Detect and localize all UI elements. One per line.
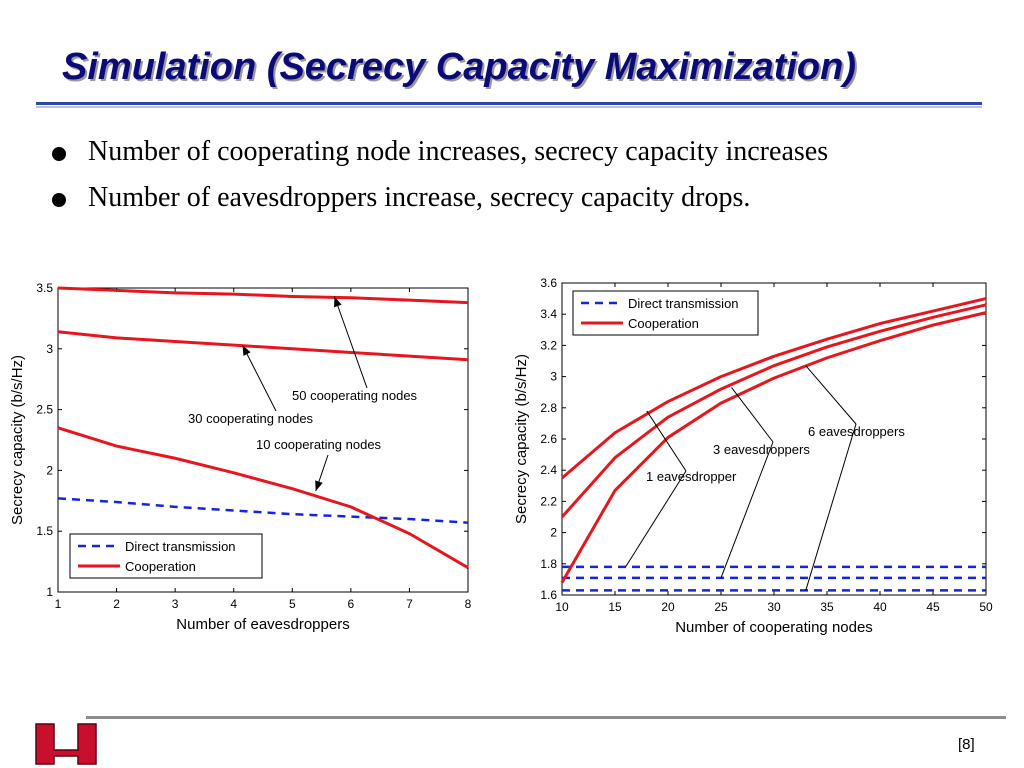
x-axis-label: Number of cooperating nodes: [675, 619, 873, 636]
university-logo-icon: UH: [35, 723, 97, 765]
x-tick-label: 3: [172, 597, 179, 611]
x-tick-label: 8: [465, 597, 472, 611]
y-tick-label: 1.6: [540, 588, 557, 602]
bullet-list: Number of cooperating node increases, se…: [50, 136, 828, 228]
x-tick-label: 25: [714, 600, 728, 614]
y-axis-label: Secrecy capacity (b/s/Hz): [9, 355, 26, 525]
y-tick-label: 2.6: [540, 432, 557, 446]
legend-label: Cooperation: [125, 559, 196, 574]
bullet-dot-icon: [52, 147, 66, 161]
bullet-text: Number of cooperating node increases, se…: [88, 136, 829, 167]
series-line-cooperation: [560, 303, 987, 518]
x-tick-label: 45: [926, 600, 940, 614]
y-tick-label: 1: [46, 585, 53, 599]
bullet-dot-icon: [52, 193, 66, 207]
y-axis-label: Secrecy capacity (b/s/Hz): [513, 354, 530, 524]
annotation-label: 50 cooperating nodes: [292, 388, 418, 403]
x-tick-label: 40: [873, 600, 887, 614]
y-tick-label: 3.6: [540, 276, 557, 290]
legend-label: Direct transmission: [125, 539, 236, 554]
annotation-arrowhead-icon: [242, 345, 251, 356]
x-tick-label: 7: [406, 597, 413, 611]
x-tick-label: 4: [230, 597, 237, 611]
legend-box: [69, 533, 263, 579]
bullet-item: Number of eavesdroppers increase, secrec…: [50, 182, 828, 214]
y-tick-label: 3: [46, 342, 53, 356]
x-tick-label: 10: [555, 600, 569, 614]
annotation-arrowhead-icon: [334, 296, 342, 308]
x-tick-label: 2: [113, 597, 120, 611]
annotation-pointer-line: [333, 296, 368, 389]
legend-label: Cooperation: [628, 316, 699, 331]
series-line-cooperation: [561, 297, 987, 480]
bullet-text: Number of eavesdroppers increase, secrec…: [88, 182, 751, 213]
series-line-direct-transmission: [57, 497, 469, 524]
footer-rule: [86, 716, 1006, 719]
y-tick-label: 2.4: [540, 463, 557, 477]
series-line-cooperation: [560, 311, 987, 584]
y-tick-label: 1.8: [540, 557, 557, 571]
y-tick-label: 2: [550, 526, 557, 540]
y-tick-label: 2.5: [36, 403, 53, 417]
title-underline: [36, 102, 982, 105]
annotation-label: 30 cooperating nodes: [188, 411, 314, 426]
annotation-pointer-line: [242, 344, 277, 412]
bullet-item: Number of cooperating node increases, se…: [50, 136, 828, 168]
x-tick-label: 15: [608, 600, 622, 614]
annotation-pointer-line: [805, 423, 857, 591]
y-tick-label: 3: [550, 370, 557, 384]
y-tick-label: 3.5: [36, 281, 53, 295]
annotation-pointer-line: [731, 387, 774, 443]
annotation-arrowhead-icon: [315, 480, 323, 492]
annotation-pointer-line: [625, 470, 687, 568]
annotation-label: 6 eavesdroppers: [808, 424, 905, 439]
x-tick-label: 6: [348, 597, 355, 611]
y-tick-label: 2.8: [540, 401, 557, 415]
legend-label: Direct transmission: [628, 296, 739, 311]
annotation-pointer-line: [720, 441, 774, 579]
slide-title: Simulation (Secrecy Capacity Maximizatio…: [62, 46, 857, 88]
annotation-label: 3 eavesdroppers: [713, 442, 810, 457]
legend-box: [572, 290, 759, 336]
x-axis-label: Number of eavesdroppers: [176, 616, 349, 633]
annotation-pointer-line: [805, 365, 857, 425]
logo-text: UH: [57, 735, 74, 749]
x-tick-label: 30: [767, 600, 781, 614]
x-tick-label: 35: [820, 600, 834, 614]
x-tick-label: 20: [661, 600, 675, 614]
y-tick-label: 3.2: [540, 338, 557, 352]
x-tick-label: 5: [289, 597, 296, 611]
series-line-cooperation: [57, 426, 469, 569]
y-tick-label: 2.2: [540, 494, 557, 508]
series-line-cooperation: [57, 286, 469, 305]
y-tick-label: 3.4: [540, 307, 557, 321]
annotation-label: 1 eavesdropper: [646, 469, 737, 484]
y-tick-label: 1.5: [36, 524, 53, 538]
title-underline-shadow: [36, 106, 982, 108]
x-tick-label: 1: [55, 597, 62, 611]
page-number: [8]: [958, 736, 975, 753]
annotation-pointer-line: [646, 410, 687, 472]
series-line-cooperation: [57, 330, 469, 362]
annotation-label: 10 cooperating nodes: [256, 437, 382, 452]
x-tick-label: 50: [979, 600, 993, 614]
y-tick-label: 2: [46, 463, 53, 477]
